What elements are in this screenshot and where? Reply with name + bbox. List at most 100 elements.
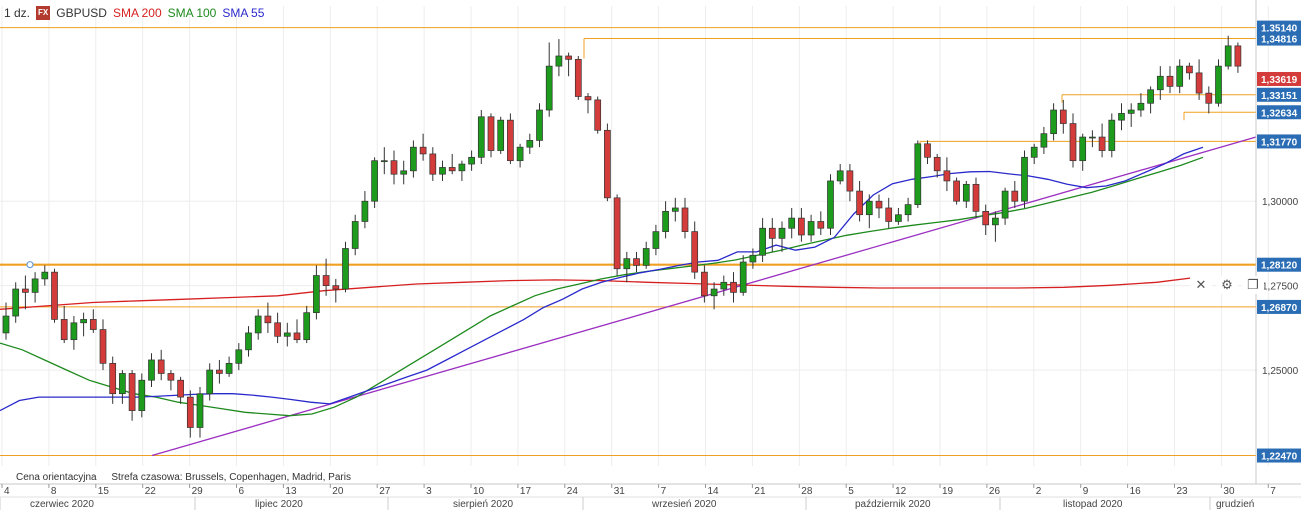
- candle: [856, 190, 863, 216]
- candle: [80, 319, 87, 324]
- candle: [22, 288, 29, 293]
- candle: [1156, 75, 1164, 91]
- candle: [662, 210, 669, 232]
- candle: [962, 183, 970, 202]
- candle: [371, 160, 378, 202]
- candle: [254, 315, 262, 334]
- level-price-box: [1257, 448, 1301, 463]
- candle: [1069, 123, 1077, 162]
- x-tick-label: 19: [942, 486, 954, 497]
- level-price-label: 1,31770: [1261, 137, 1298, 148]
- level-handle: [26, 261, 34, 269]
- x-tick-label: 6: [239, 486, 245, 497]
- candle: [51, 271, 58, 320]
- timeframe-label[interactable]: 1 dz.: [4, 6, 31, 20]
- x-tick-label: 14: [708, 486, 720, 497]
- legend-sma100[interactable]: SMA 100: [167, 6, 217, 20]
- candle: [419, 146, 427, 155]
- candle: [1186, 65, 1193, 74]
- x-tick-label: 13: [285, 486, 297, 497]
- candle: [293, 332, 301, 341]
- month-label: czerwiec 2020: [30, 499, 94, 510]
- candle: [1059, 109, 1067, 124]
- candle: [594, 99, 602, 131]
- candle: [497, 119, 505, 151]
- candle: [264, 315, 272, 324]
- candle: [138, 379, 146, 411]
- x-tick-label: 16: [1130, 486, 1142, 497]
- candle: [807, 221, 815, 236]
- candle: [119, 373, 126, 395]
- timezone-note: Strefa czasowa: Brussels, Copenhagen, Ma…: [111, 472, 351, 483]
- candle: [1089, 136, 1096, 139]
- candle: [477, 116, 485, 158]
- candle: [933, 156, 941, 172]
- candle: [681, 207, 689, 232]
- restore-icon[interactable]: ❐: [1242, 276, 1264, 294]
- level-price-label: 1,33151: [1261, 91, 1298, 102]
- candle: [642, 248, 650, 266]
- candle: [914, 143, 922, 205]
- candle: [1098, 136, 1106, 151]
- candle: [361, 200, 369, 222]
- candle: [1079, 136, 1087, 162]
- x-tick-label: 8: [51, 486, 57, 497]
- candle: [148, 359, 155, 381]
- y-tick-label: 1,27500: [1262, 282, 1299, 293]
- level-price-label: 1,28120: [1261, 261, 1298, 272]
- symbol-label[interactable]: GBPUSD: [56, 6, 107, 20]
- candle: [623, 258, 631, 270]
- legend-sma55[interactable]: SMA 55: [222, 6, 265, 20]
- candle: [186, 396, 194, 428]
- candle: [749, 254, 757, 263]
- candle: [875, 200, 883, 209]
- x-tick-label: 23: [1177, 486, 1189, 497]
- level-price-label: 1,22470: [1261, 452, 1298, 463]
- candle: [1108, 119, 1116, 151]
- x-tick-label: 9: [1083, 486, 1089, 497]
- candle: [516, 146, 524, 162]
- candle: [613, 197, 621, 270]
- level-price-box: [1257, 20, 1301, 35]
- sma200-line: [0, 275, 1204, 310]
- x-tick-label: 21: [754, 486, 766, 497]
- x-tick-label: 22: [145, 486, 157, 497]
- candle: [60, 319, 68, 341]
- x-tick-label: 10: [473, 486, 485, 497]
- candle: [2, 315, 10, 334]
- candle: [652, 231, 660, 249]
- candle: [671, 207, 679, 212]
- month-label: sierpień 2020: [453, 499, 513, 510]
- candle: [1234, 45, 1242, 67]
- chart-header: 1 dz. FX GBPUSD SMA 200 SMA 100 SMA 55: [4, 6, 264, 20]
- candle: [1147, 89, 1154, 104]
- candle: [953, 180, 960, 202]
- candle: [788, 217, 796, 229]
- candle: [410, 146, 417, 172]
- candle: [895, 214, 902, 222]
- candle: [1205, 92, 1213, 104]
- x-tick-label: 20: [332, 486, 344, 497]
- level-price-label: 1,32634: [1261, 108, 1298, 119]
- candle: [1224, 45, 1232, 67]
- close-icon[interactable]: ✕: [1190, 276, 1212, 294]
- legend-sma200[interactable]: SMA 200: [112, 6, 162, 20]
- candle: [1195, 72, 1203, 94]
- x-tick-label: 15: [98, 486, 110, 497]
- gear-icon[interactable]: ⚙: [1216, 276, 1238, 294]
- candle: [1127, 109, 1135, 114]
- candle: [1215, 65, 1222, 104]
- candle: [759, 227, 766, 256]
- price-note: Cena orientacyjna: [16, 472, 97, 483]
- candle: [128, 373, 136, 411]
- y-tick-label: 1,30000: [1262, 197, 1299, 208]
- level-price-label: 1,26870: [1261, 303, 1298, 314]
- candle: [206, 369, 214, 395]
- candle: [1040, 133, 1048, 148]
- level-price-box: [1257, 134, 1301, 149]
- candle: [342, 248, 349, 290]
- candle: [1011, 190, 1019, 202]
- x-tick-label: 27: [379, 486, 391, 497]
- candle: [545, 65, 553, 111]
